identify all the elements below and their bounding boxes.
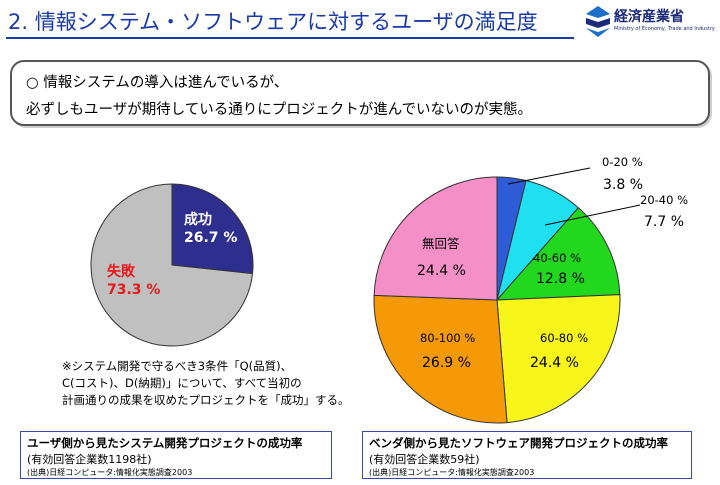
pie2-value-3: 24.4 % [530, 355, 579, 371]
summary-line-1: ○ 情報システムの導入は進んでいるが、 [26, 75, 289, 91]
pie2-label-5: 無回答 [422, 236, 460, 251]
source-box-left: ユーザ側から見たシステム開発プロジェクトの成功率 (有効回答企業数1198社) … [20, 431, 332, 479]
logo-subtitle: Ministry of Economy, Trade and Industry [614, 26, 715, 32]
ministry-logo: 経済産業省 Ministry of Economy, Trade and Ind… [584, 4, 715, 40]
pie2-label-4: 80-100 % [420, 331, 475, 345]
pie1-slice-0 [171, 183, 254, 275]
pie2-value-4: 26.9 % [422, 355, 471, 371]
pie2-label-0: 0-20 % [602, 155, 643, 169]
pie2-value-2: 12.8 % [536, 271, 585, 287]
pie1-value-0: 26.7 % [184, 230, 237, 246]
ministry-logo-icon [586, 6, 610, 37]
pie2-slice-4 [373, 294, 508, 424]
pie2-value-1: 7.7 % [644, 214, 684, 230]
pie2-label-3: 60-80 % [540, 331, 588, 345]
summary-box: ○ 情報システムの導入は進んでいるが、 必ずしもユーザが期待している通りにプロジ… [10, 60, 710, 126]
source-left-title: ユーザ側から見たシステム開発プロジェクトの成功率 [27, 436, 303, 450]
title-underline [6, 37, 574, 39]
source-right-title: ベンダ側から見たソフトウェア開発プロジェクトの成功率 [369, 436, 668, 450]
source-right-count: (有効回答企業数59社) [369, 453, 480, 466]
pie2-value-5: 24.4 % [417, 263, 466, 279]
pie1-value-1: 73.3 % [107, 282, 160, 298]
source-right-citation: (出典)日経コンピュータ:情報化実態調査2003 [369, 468, 535, 477]
pie2-slice-5 [373, 176, 498, 301]
pie2-slice-3 [496, 294, 621, 424]
pie2-leader-0 [507, 167, 591, 185]
source-left-count: (有効回答企業数1198社) [27, 453, 152, 466]
pie2-label-1: 20-40 % [640, 193, 688, 207]
pie1-label-0: 成功 [184, 211, 212, 228]
pie2-leader-1 [544, 204, 641, 226]
pie2-value-0: 3.8 % [603, 177, 643, 193]
logo-name: 経済産業省 [614, 9, 684, 25]
note-line-1: ※システム開発で守るべき3条件「Q(品質)、 [62, 359, 293, 373]
pie2-slice-2 [495, 207, 621, 301]
source-left-citation: (出典)日経コンピュータ:情報化実態調査2003 [27, 468, 193, 477]
summary-line-2: 必ずしもユーザが期待している通りにプロジェクトが進んでいないのが実態。 [26, 102, 533, 118]
page-title: 2. 情報システム・ソフトウェアに対するユーザの満足度 [8, 10, 538, 34]
note-line-3: 計画通りの成果を収めたプロジェクトを「成功」する。 [62, 393, 350, 407]
pie1-label-1: 失敗 [107, 263, 136, 280]
pie1-slice-1 [90, 183, 254, 347]
pie2-label-2: 40-60 % [533, 251, 581, 265]
source-box-right: ベンダ側から見たソフトウェア開発プロジェクトの成功率 (有効回答企業数59社) … [362, 431, 692, 479]
note-line-2: C(コスト)、D(納期)」について、すべて当初の [62, 376, 302, 390]
